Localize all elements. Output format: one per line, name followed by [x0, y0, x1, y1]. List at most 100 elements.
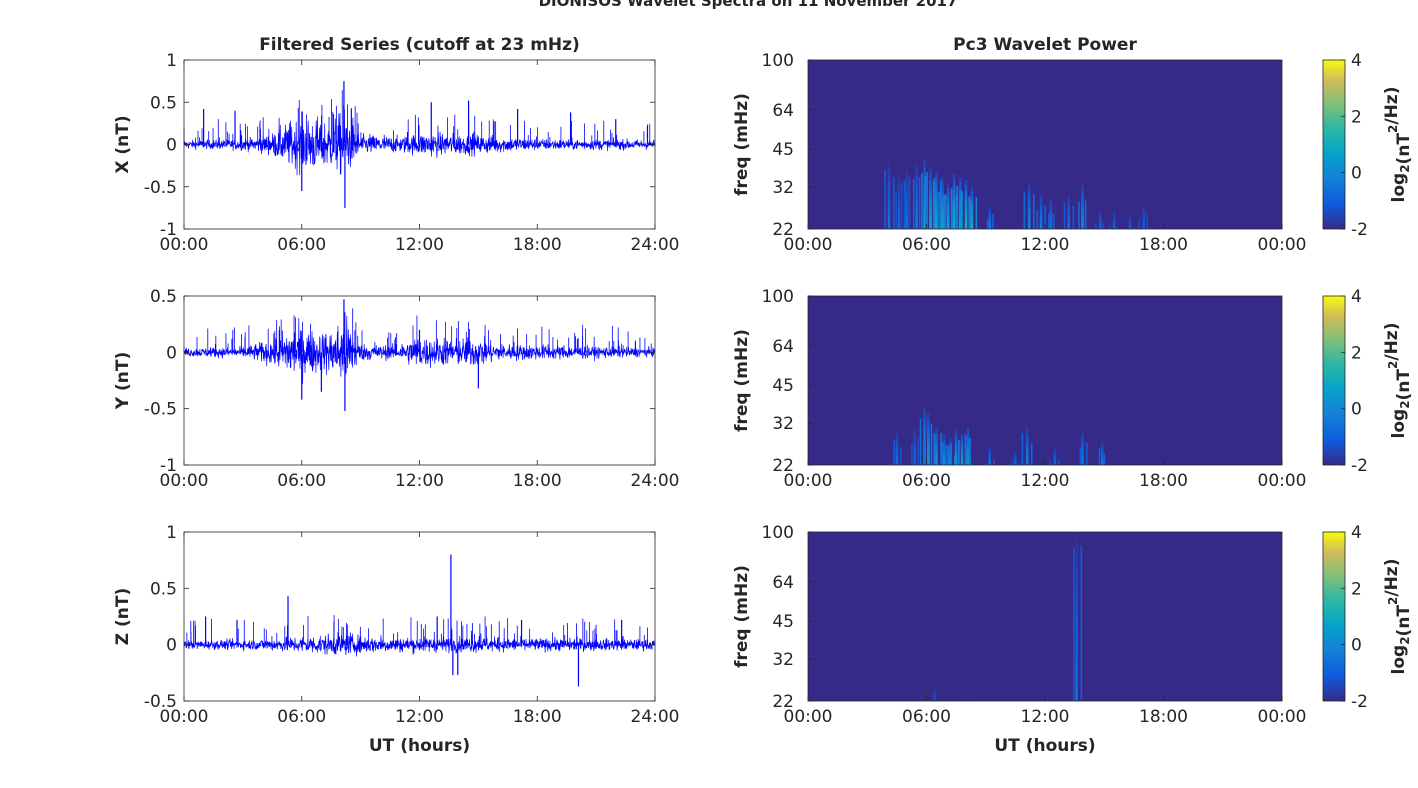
plot-area: [184, 296, 655, 465]
burst-segment: [966, 697, 970, 698]
burst-segment: [988, 446, 991, 449]
burst-segment: [895, 444, 899, 448]
y-tick-label: 1: [166, 523, 177, 543]
burst-segment: [1014, 455, 1017, 457]
burst-segment: [954, 458, 958, 462]
burst-segment: [927, 439, 930, 445]
burst-segment: [895, 433, 899, 438]
burst-segment: [1075, 684, 1078, 702]
x-tick-label: 12:00: [395, 707, 444, 727]
burst-segment: [1067, 204, 1070, 209]
colorbar-tick-label: 0: [1351, 636, 1362, 656]
burst-segment: [929, 186, 932, 193]
burst-segment: [1099, 214, 1102, 217]
x-tick-label: 00:00: [784, 471, 833, 491]
x-tick-label: 18:00: [1139, 235, 1188, 255]
burst-segment: [966, 457, 970, 462]
x-tick-label: 12:00: [1021, 707, 1070, 727]
burst-segment: [1067, 218, 1070, 223]
heatmap-background: [808, 532, 1282, 701]
colorbar-scale: [1322, 531, 1346, 702]
burst-segment: [988, 463, 991, 466]
burst-segment: [1049, 216, 1053, 221]
y-tick-label: 100: [762, 51, 794, 71]
burst-segment: [1039, 225, 1043, 230]
burst-texture: [884, 169, 886, 229]
burst-segment: [960, 440, 964, 444]
power-burst-10: [984, 446, 995, 466]
power-burst-19: [1094, 210, 1104, 230]
burst-segment: [1081, 219, 1084, 225]
x-tick-label: 12:00: [395, 235, 444, 255]
burst-segment: [913, 457, 916, 462]
burst-segment: [1100, 460, 1104, 464]
burst-segment: [933, 691, 936, 693]
y-tick-label: 0: [166, 636, 177, 656]
burst-segment: [1128, 217, 1132, 220]
burst-segment: [929, 180, 932, 187]
burst-segment: [1053, 450, 1057, 453]
y-tick-label: 22: [772, 456, 794, 476]
x-tick-label: 00:00: [784, 707, 833, 727]
burst-segment: [948, 446, 952, 450]
colorbar-label-part: 2: [1398, 636, 1412, 644]
colorbar-label-part: log: [1389, 645, 1409, 675]
colorbar-label-part: (nT: [1394, 369, 1414, 401]
burst-segment: [966, 699, 970, 701]
burst-segment: [929, 198, 932, 205]
burst-segment: [1099, 212, 1102, 215]
burst-segment: [1081, 437, 1084, 442]
burst-segment: [960, 458, 964, 463]
burst-segment: [958, 208, 962, 214]
heatmap-background: [808, 60, 1282, 229]
burst-segment: [988, 461, 991, 464]
burst-segment: [970, 212, 974, 217]
power-burst-1: [895, 174, 903, 230]
burst-texture: [1058, 458, 1060, 465]
colorbar-tick-label: 2: [1351, 343, 1362, 363]
burst-segment: [897, 196, 901, 202]
burst-segment: [1075, 585, 1078, 602]
burst-segment: [966, 434, 970, 439]
burst-segment: [887, 162, 891, 170]
burst-segment: [964, 180, 968, 186]
burst-texture: [940, 179, 942, 229]
y-tick-label: 32: [772, 178, 794, 198]
colorbar-label-part: /Hz): [1382, 87, 1402, 125]
burst-segment: [942, 440, 946, 444]
burst-segment: [935, 461, 938, 466]
burst-segment: [1112, 221, 1116, 224]
x-tick-label: 24:00: [631, 707, 680, 727]
burst-texture: [921, 173, 923, 229]
burst-texture: [917, 437, 919, 465]
burst-segment: [1081, 430, 1084, 435]
burst-segment: [913, 426, 916, 431]
burst-segment: [935, 211, 938, 218]
burst-segment: [935, 426, 938, 431]
burst-segment: [960, 449, 964, 453]
colorbar-scale: [1322, 295, 1346, 466]
burst-segment: [929, 216, 932, 224]
y-axis-label: freq (mHz): [732, 93, 752, 196]
burst-segment: [941, 197, 944, 204]
burst-segment: [1128, 224, 1132, 227]
burst-segment: [915, 208, 918, 216]
burst-segment: [946, 201, 950, 207]
x-tick-label: 06:00: [902, 707, 951, 727]
burst-segment: [952, 212, 956, 219]
burst-segment: [1075, 667, 1078, 685]
colorbar-label: log2(nT2/Hz): [1382, 87, 1414, 203]
burst-segment: [935, 199, 938, 207]
burst-texture: [969, 438, 971, 465]
burst-segment: [929, 192, 932, 199]
burst-segment: [1014, 453, 1017, 456]
burst-segment: [988, 217, 991, 221]
y-tick-label: 100: [762, 523, 794, 543]
burst-segment: [897, 212, 901, 219]
burst-segment: [887, 208, 891, 216]
x-tick-label: 18:00: [513, 707, 562, 727]
x-tick-label: 00:00: [1258, 471, 1307, 491]
burst-segment: [1081, 201, 1084, 207]
power-burst-0: [893, 430, 902, 466]
burst-texture: [1079, 448, 1082, 465]
